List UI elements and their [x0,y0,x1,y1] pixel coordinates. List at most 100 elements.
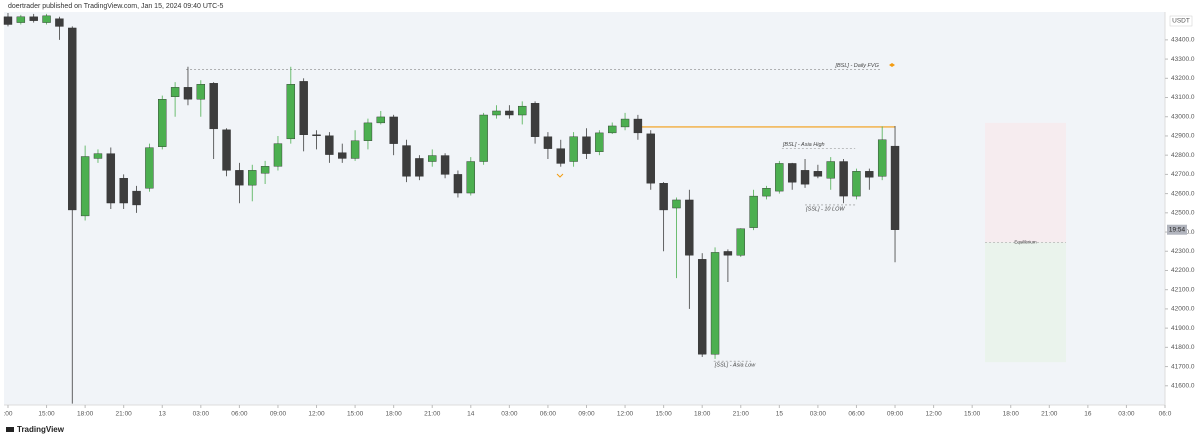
x-tick-label: 03:00 [193,411,210,418]
countdown-label: 19:54 [1169,226,1186,233]
candle-body [106,153,116,204]
candle-body [260,166,270,174]
y-tick-label: 42000.0 [1171,306,1195,313]
candle-body [813,171,823,177]
candle-body [222,129,231,171]
x-tick-label: 14 [467,411,475,418]
y-tick-label: 43100.0 [1171,94,1195,101]
y-tick-label: 41600.0 [1171,383,1195,390]
candle-body [659,183,668,211]
candle-body [145,147,154,189]
candle-body [723,251,733,256]
candle-body [530,103,540,137]
candle-body [338,152,347,159]
candle-body [55,18,64,27]
candle-body [787,163,797,183]
x-tick-label: 09:00 [887,411,904,418]
premium-zone [985,122,1067,243]
y-tick-label: 43000.0 [1171,113,1195,120]
x-tick-label: 15:00 [347,411,364,418]
candle-body [762,188,771,197]
candle-body [183,87,193,100]
x-tick-label: 06:00 [231,411,248,418]
candle-body [685,199,694,256]
candle-body [312,134,321,137]
candle-body [80,156,90,217]
candle-body [543,136,553,149]
candle-body [3,16,13,25]
candle-body [132,190,141,206]
marker-icon [889,63,895,67]
x-tick-label: 13 [159,411,167,418]
y-tick-label: 41900.0 [1171,325,1195,332]
candle-body [479,114,488,162]
x-tick-label: 12:00 [925,411,942,418]
x-tick-label: 21:00 [1041,411,1058,418]
candle-body [852,171,861,197]
candle-body [389,116,398,144]
y-tick-label: 41700.0 [1171,363,1195,370]
x-tick-label: 03:00 [1118,411,1135,418]
y-tick-label: 43200.0 [1171,75,1195,82]
candle-body [325,135,334,155]
x-tick-label: 18:00 [1003,411,1020,418]
y-tick-label: 42700.0 [1171,171,1195,178]
x-tick-label: 18:00 [386,411,403,418]
y-tick-label: 42100.0 [1171,286,1195,293]
x-tick-label: 15:00 [964,411,981,418]
candle-body [68,27,77,211]
candle-body [710,252,720,355]
x-tick-label: 06:00 [540,411,557,418]
candle-body [248,170,257,186]
candle-body [839,161,848,197]
candle-body [402,145,411,177]
candle-body [415,158,424,177]
candle-body [890,145,900,230]
candle-body [775,163,784,192]
x-tick-label: 21:00 [116,411,133,418]
x-tick-label: 18:00 [77,411,94,418]
y-tick-label: 42300.0 [1171,248,1195,255]
candle-body [697,259,707,355]
y-tick-label: 42200.0 [1171,267,1195,274]
candle-body [736,228,745,256]
candle-body [93,153,103,159]
candle-body [646,133,655,184]
candle-body [42,15,51,23]
level-label: [SSL] - 10 LOW [805,206,845,212]
candle-body [273,143,283,167]
candle-body [505,110,514,116]
candle-body [363,122,373,141]
x-tick-label: 06:00 [848,411,865,418]
candle-body [633,118,643,134]
candle-body [209,83,218,130]
level-label: [SSL] - Asia Low [714,363,756,369]
logo [6,427,14,432]
candle-body [800,170,810,185]
x-tick-label: 09:00 [578,411,595,418]
candle-body [453,174,463,194]
x-tick-label: 06:0 [1159,411,1172,418]
x-tick-label: 12:00 [617,411,634,418]
y-tick-label: 42600.0 [1171,190,1195,197]
candle-body [286,84,296,140]
candle-body [170,87,180,97]
y-tick-label: 41800.0 [1171,344,1195,351]
candle-body [16,16,26,23]
y-unit: USDT [1172,18,1190,25]
candle-body [119,178,128,204]
candle-body [350,140,360,159]
y-tick-label: 43400.0 [1171,37,1195,44]
x-tick-label: 21:00 [733,411,750,418]
candle-body [235,170,244,186]
candle-body [556,148,565,164]
candle-body [466,161,475,194]
level-label: [BSL] - Daily FVG [834,63,879,69]
x-tick-label: 09:00 [270,411,287,418]
candle-body [428,155,437,162]
candle-body [158,99,167,147]
y-tick-label: 42900.0 [1171,133,1195,140]
x-tick-label: 15:00 [655,411,672,418]
x-tick-label: 16 [1084,411,1092,418]
